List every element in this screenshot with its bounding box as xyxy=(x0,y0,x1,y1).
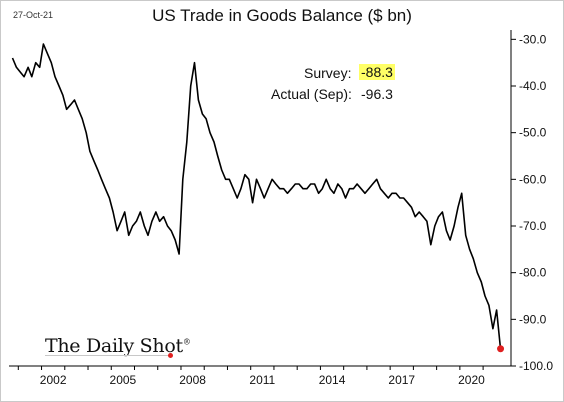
y-tick-label: -80.0 xyxy=(519,266,547,280)
survey-value: -88.3 xyxy=(359,64,395,80)
brand-mark: ® xyxy=(182,337,191,347)
y-tick-label: -40.0 xyxy=(519,79,547,93)
y-tick-label: -50.0 xyxy=(519,126,547,140)
x-tick-label: 2008 xyxy=(179,373,206,387)
x-tick-label: 2005 xyxy=(110,373,137,387)
brand-underline xyxy=(45,355,171,356)
y-tick-label: -30.0 xyxy=(519,32,547,46)
date-stamp: 27-Oct-21 xyxy=(13,10,54,20)
x-tick-label: 2014 xyxy=(319,373,346,387)
last-point-marker xyxy=(497,345,505,353)
y-tick-label: -100.0 xyxy=(519,359,553,373)
trade-balance-line xyxy=(11,43,502,349)
brand-logo: The Daily Shot® xyxy=(45,335,191,357)
chart-title: US Trade in Goods Balance ($ bn) xyxy=(152,6,412,25)
x-tick-label: 2017 xyxy=(388,373,415,387)
y-tick-label: -60.0 xyxy=(519,172,547,186)
y-tick-label: -70.0 xyxy=(519,219,547,233)
x-tick-label: 2020 xyxy=(458,373,485,387)
x-tick-label: 2002 xyxy=(40,373,67,387)
actual-value: -96.3 xyxy=(361,86,393,102)
brand-dot xyxy=(168,353,173,358)
y-tick-label: -90.0 xyxy=(519,312,547,326)
survey-label: Survey: xyxy=(304,65,352,81)
brand-name: The Daily Shot xyxy=(45,335,183,357)
x-tick-label: 2011 xyxy=(249,373,275,387)
actual-label: Actual (Sep): xyxy=(271,86,352,102)
